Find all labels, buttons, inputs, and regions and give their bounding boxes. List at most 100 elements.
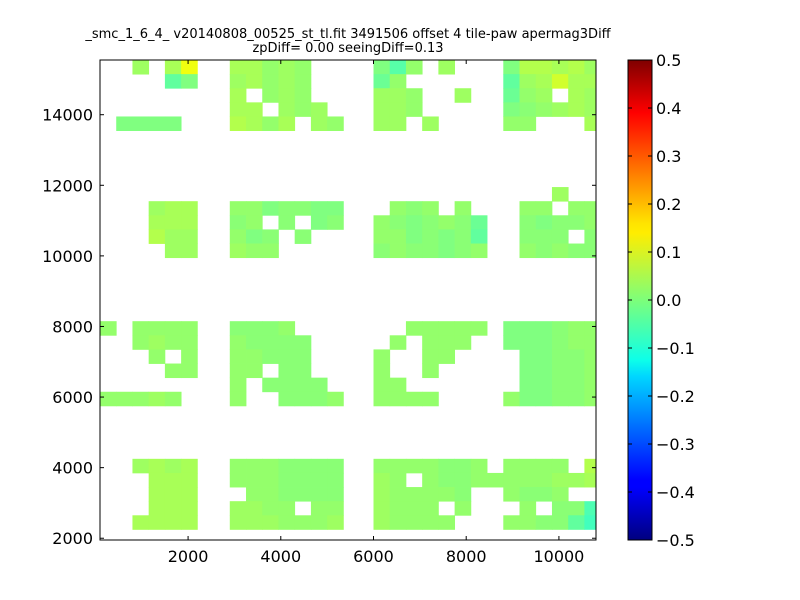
heatmap-cell <box>584 74 596 89</box>
heatmap-cell <box>373 349 391 364</box>
heatmap-cell <box>535 487 553 502</box>
heatmap-cell <box>389 458 407 474</box>
heatmap-cell <box>470 321 488 336</box>
x-tick-label: 4000 <box>260 547 301 566</box>
heatmap-cell <box>389 74 407 89</box>
heatmap-cell <box>422 321 439 336</box>
heatmap-cell <box>229 472 247 488</box>
heatmap-cell <box>294 377 312 393</box>
heatmap-cell <box>584 243 596 259</box>
heatmap-cell <box>422 349 439 364</box>
chart-title-line-2: zpDiff= 0.00 seeingDiff=0.13 <box>252 41 443 56</box>
heatmap-cell <box>246 349 263 364</box>
heatmap-cell <box>454 458 472 474</box>
heatmap-cell <box>405 243 423 259</box>
heatmap-cell <box>294 229 312 244</box>
heatmap-cell <box>535 102 553 117</box>
heatmap-cell <box>327 487 344 502</box>
heatmap-cell <box>438 321 456 336</box>
heatmap-cell <box>229 60 247 75</box>
heatmap-cell <box>229 349 247 364</box>
heatmap-cell <box>584 472 596 488</box>
x-tick-label: 10000 <box>533 547 584 566</box>
heatmap-cell <box>294 391 312 407</box>
heatmap-cell <box>389 487 407 502</box>
heatmap-cell <box>294 102 312 117</box>
heatmap-cell <box>535 515 553 530</box>
heatmap-cell <box>229 377 247 393</box>
heatmap-cell <box>519 215 537 230</box>
colorbar-tick-label: 0.2 <box>656 195 681 214</box>
heatmap-cell <box>519 472 537 488</box>
heatmap-cell <box>584 363 596 379</box>
heatmap-cell <box>503 391 520 407</box>
heatmap-cell <box>389 472 407 488</box>
heatmap-cell <box>164 363 182 379</box>
heatmap-cell <box>487 472 504 488</box>
heatmap-cell <box>438 215 456 230</box>
heatmap-cell <box>584 60 596 75</box>
heatmap-cell <box>519 74 537 89</box>
heatmap-cell <box>278 501 296 516</box>
heatmap-cell <box>262 515 279 530</box>
heatmap-cell <box>148 229 166 244</box>
heatmap-cell <box>373 377 391 393</box>
heatmap-cell <box>551 487 569 502</box>
y-tick-label: 12000 <box>42 176 93 195</box>
heatmap-cell <box>519 363 537 379</box>
heatmap-cell <box>584 116 596 131</box>
heatmap-cell <box>568 243 585 259</box>
heatmap-cell <box>229 515 247 530</box>
heatmap-cell <box>181 243 198 259</box>
heatmap-cell <box>584 102 596 117</box>
heatmap-cell <box>422 243 439 259</box>
heatmap-cell <box>310 472 328 488</box>
heatmap-cell <box>294 88 312 103</box>
heatmap-cell <box>568 515 585 530</box>
colorbar-tick-label: −0.1 <box>656 339 695 358</box>
heatmap-cell <box>262 116 279 131</box>
heatmap-cell <box>373 60 391 75</box>
heatmap-cell <box>132 321 150 336</box>
heatmap-cell <box>519 321 537 336</box>
heatmap-cell <box>568 60 585 75</box>
heatmap-cell <box>454 472 472 488</box>
heatmap-cell <box>405 215 423 230</box>
heatmap-cell <box>148 201 166 216</box>
heatmap-cell <box>503 102 520 117</box>
heatmap-cell <box>535 321 553 336</box>
heatmap-cell <box>310 501 328 516</box>
heatmap-cell <box>278 74 296 89</box>
heatmap-cell <box>584 349 596 364</box>
heatmap-cell <box>164 60 182 75</box>
heatmap-cell <box>148 472 166 488</box>
heatmap-cell <box>246 321 263 336</box>
heatmap-cell <box>551 377 569 393</box>
heatmap-cell <box>132 458 150 474</box>
heatmap-cell <box>229 321 247 336</box>
heatmap-cell <box>389 501 407 516</box>
heatmap-cell <box>584 335 596 350</box>
heatmap-cell <box>229 363 247 379</box>
heatmap-cell <box>181 487 198 502</box>
heatmap-cell <box>148 391 166 407</box>
heatmap-cell <box>164 243 182 259</box>
heatmap-cell <box>422 229 439 244</box>
heatmap-cell <box>373 472 391 488</box>
colorbar-tick-label: −0.4 <box>656 483 695 502</box>
heatmap-cell <box>568 74 585 89</box>
heatmap-cell <box>278 60 296 75</box>
heatmap-cell <box>503 74 520 89</box>
heatmap-cell <box>551 229 569 244</box>
heatmap-cell <box>181 60 198 75</box>
chart-title: _smc_1_6_4_ v20140808_00525_st_tl.fit 34… <box>84 27 611 56</box>
heatmap-cell <box>278 215 296 230</box>
y-tick-label: 2000 <box>52 529 93 548</box>
heatmap-cell <box>551 391 569 407</box>
x-tick-label: 6000 <box>353 547 394 566</box>
heatmap-cell <box>584 215 596 230</box>
heatmap-cell <box>568 501 585 516</box>
heatmap-cell <box>373 515 391 530</box>
heatmap-cell <box>116 391 133 407</box>
heatmap-cell <box>116 116 133 131</box>
